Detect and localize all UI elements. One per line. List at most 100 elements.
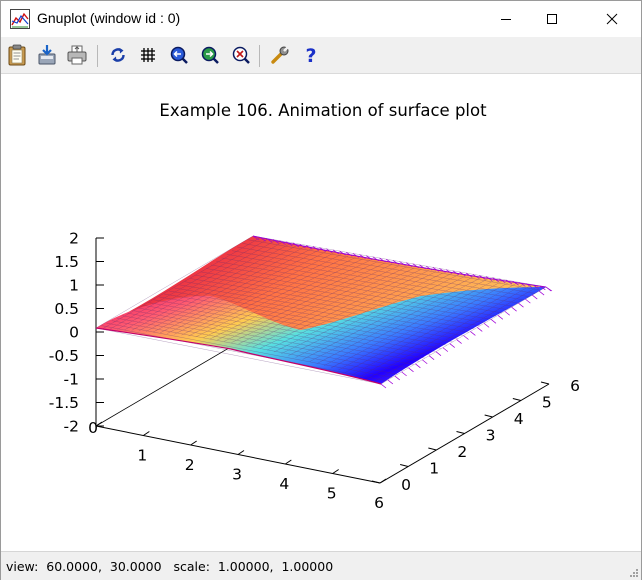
edge-spike [512,280,519,286]
print-button[interactable] [65,43,89,67]
printer-icon [67,45,87,65]
surface-front-fill [96,287,546,384]
mesh-line [190,278,481,326]
edge-spike [372,256,380,262]
y-tick-label: 3 [486,427,496,445]
y-tick-mark [484,414,493,418]
minimize-button[interactable] [483,1,529,37]
mesh-line [226,254,519,304]
edge-spike [432,267,439,272]
mesh-line [247,239,541,291]
close-button[interactable] [589,1,635,37]
edge-spike [412,263,420,269]
edge-spike [459,271,466,277]
mesh-line [160,249,320,333]
x-tick-mark [379,478,387,484]
edge-spike [346,251,353,257]
edge-spike [525,283,533,288]
x-tick-mark [285,459,292,465]
title-bar[interactable]: Gnuplot (window id : 0) [1,1,641,37]
x-tick-label: 4 [279,475,289,493]
z-tick-label: -0.5 [49,347,79,365]
mesh-line [101,325,387,381]
export-button[interactable] [35,43,59,67]
grid-button[interactable] [136,43,160,67]
plot-area[interactable]: Example 106. Animation of surface plot 2… [1,74,641,551]
toolbar: ? [1,37,641,74]
x-axis-labels: 0 1 2 3 4 5 6 [88,419,384,512]
edge-spike [332,249,340,255]
z-tick-label: -1 [64,371,79,389]
toolbar-separator [97,45,98,67]
options-button[interactable] [268,43,292,67]
y-tick-mark [512,398,521,401]
edge-spike [319,247,326,252]
mesh-line [153,299,442,349]
mesh-line [138,245,298,332]
minimize-icon [501,19,511,20]
copy-to-clipboard-button[interactable] [5,43,29,67]
replot-button[interactable] [106,43,130,67]
x-tick-label: 3 [232,466,242,484]
unzoom-button[interactable] [229,43,253,67]
mesh-line [174,287,464,336]
x-axis-ticks [95,421,387,484]
zoom-next-icon [201,46,219,64]
y-tick-mark [400,464,409,467]
mesh-line [122,315,409,369]
x-tick-label: 5 [327,485,337,503]
svg-text:?: ? [305,45,316,65]
window-title: Gnuplot (window id : 0) [37,10,181,26]
edge-spike [379,257,386,263]
mesh-line [224,262,385,342]
edge-spike [525,298,531,304]
zoom-previous-button[interactable] [167,43,191,67]
edge-spike [252,235,260,241]
z-tick-label: -2 [64,418,79,436]
y-tick-label: 1 [429,460,439,478]
mesh-line [231,264,393,343]
refresh-icon [111,48,125,62]
edge-spike [532,294,538,300]
mesh-line [200,271,492,320]
edge-spike [401,371,407,377]
y-tick-label: 0 [401,476,411,494]
edge-spike [422,359,428,365]
export-icon [38,45,56,65]
mesh-line [111,320,398,375]
surface-front-edge [95,327,382,385]
edge-spike [449,343,455,348]
mesh-line [181,254,341,336]
edge-spike [497,315,504,320]
edge-spike [456,339,462,344]
mesh-line [209,260,371,340]
edge-spike [442,347,449,352]
x-tick-mark [190,440,197,446]
zoom-previous-icon [170,46,188,64]
help-button[interactable]: ? [299,43,323,67]
maximize-button[interactable] [529,1,575,37]
edge-spike [419,264,426,270]
mesh-line [158,296,448,346]
mesh-line [195,275,486,323]
x-tick-label: 1 [137,447,147,465]
surface-back-edge [252,235,547,288]
x-tick-mark [332,469,339,474]
edge-spike [405,262,413,267]
gnuplot-app-icon[interactable] [10,9,30,29]
edge-spike [519,282,526,287]
mesh-line [110,239,268,330]
x-tick-mark [143,431,150,436]
zoom-next-button[interactable] [198,43,222,67]
edge-spike [326,248,333,254]
resize-grip-icon[interactable] [627,566,639,578]
y-tick-mark [456,431,465,434]
surface-plot[interactable]: Example 106. Animation of surface plot 2… [1,74,641,551]
y-tick-mark [371,480,381,484]
mesh-line [106,322,393,378]
plot-title: Example 106. Animation of surface plot [159,101,487,120]
y-tick-label: 6 [570,377,580,395]
edge-spike [392,260,400,265]
mesh-line [221,257,514,307]
